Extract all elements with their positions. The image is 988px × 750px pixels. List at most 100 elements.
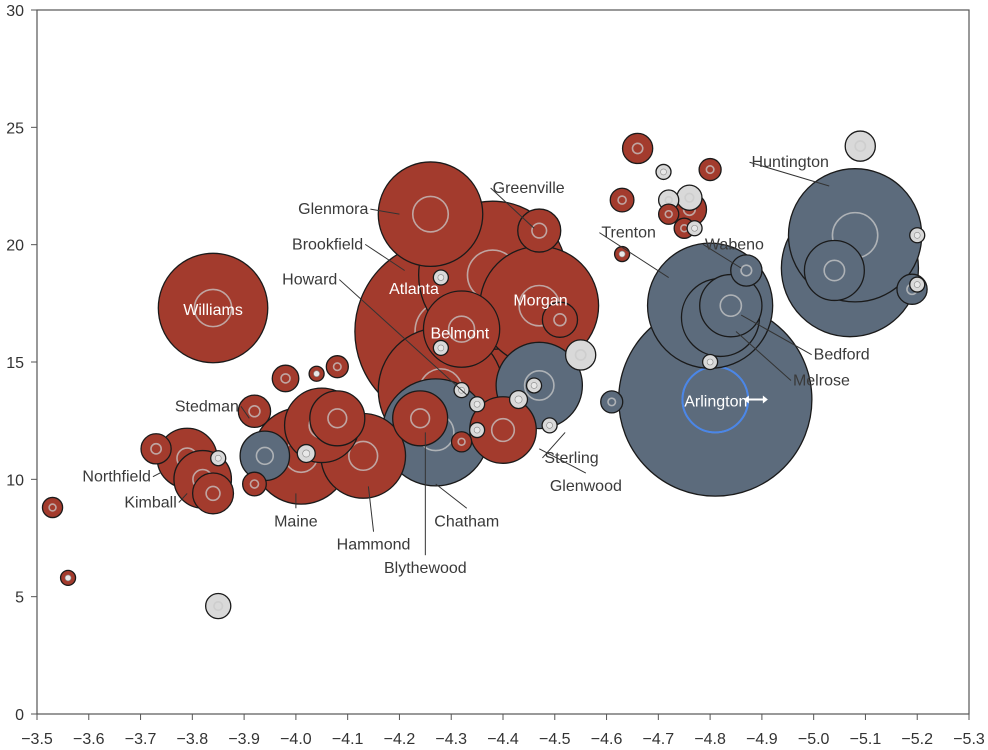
bubble-point[interactable] — [508, 389, 529, 410]
bubble-point[interactable] — [325, 355, 349, 379]
point-label: Chatham — [434, 513, 499, 530]
bubble-point[interactable] — [541, 417, 558, 434]
x-tick-label: −4.1 — [332, 731, 364, 748]
bubble-point[interactable] — [309, 390, 366, 447]
bubble-point[interactable] — [59, 569, 77, 587]
bubble-point[interactable] — [204, 592, 232, 620]
point-label: Kimball — [124, 494, 176, 511]
bubble-point[interactable] — [450, 431, 473, 453]
y-tick-label: 0 — [15, 707, 24, 724]
x-tick-label: −5.2 — [901, 731, 933, 748]
leader-line — [240, 405, 250, 419]
x-tick-label: −3.5 — [21, 731, 53, 748]
bubble-point[interactable] — [377, 161, 484, 268]
bubble-point[interactable] — [600, 390, 624, 414]
bubble-point[interactable] — [657, 203, 680, 225]
x-tick-label: −4.5 — [539, 731, 571, 748]
bubble-point[interactable] — [210, 450, 227, 467]
bubble-point[interactable] — [613, 245, 631, 263]
x-tick-label: −4.2 — [384, 731, 416, 748]
x-tick-label: −3.9 — [228, 731, 260, 748]
point-label: Glenwood — [550, 478, 622, 495]
bubble-point[interactable] — [541, 301, 579, 338]
bubble-point[interactable] — [698, 157, 722, 182]
y-tick-label: 20 — [6, 238, 24, 255]
bubble-point[interactable] — [730, 254, 763, 287]
x-tick-label: −4.7 — [643, 731, 675, 748]
leader-line — [364, 243, 405, 271]
x-tick-label: −5.3 — [953, 731, 985, 748]
y-tick-label: 15 — [6, 355, 24, 372]
bubble-point[interactable] — [41, 496, 64, 519]
resize-arrow-icon[interactable] — [743, 395, 768, 404]
bubble-point[interactable] — [271, 364, 300, 393]
bubble-point[interactable] — [844, 130, 876, 162]
point-label: Huntington — [752, 154, 829, 171]
bubble-point[interactable] — [237, 394, 272, 429]
bubble-point[interactable] — [699, 273, 763, 338]
x-tick-label: −3.6 — [73, 731, 105, 748]
plot-frame — [36, 9, 970, 715]
leader-line — [599, 232, 669, 278]
y-tick-label: 10 — [6, 472, 24, 489]
point-label: Melrose — [793, 372, 850, 389]
frame-layer — [36, 9, 970, 715]
bubble-point[interactable] — [432, 269, 450, 286]
bubble-point[interactable] — [621, 132, 654, 165]
y-tick-label: 5 — [15, 590, 24, 607]
label-layer: Greenville Glenmora Brookfield Howard Atlant… — [82, 154, 869, 577]
y-tick-label: 25 — [6, 120, 24, 137]
point-label: Brookfield — [292, 236, 363, 253]
point-label: Stedman — [175, 398, 239, 415]
x-tick-label: −4.9 — [746, 731, 778, 748]
point-label: Arlington — [684, 394, 747, 411]
point-label: Glenmora — [298, 201, 368, 218]
x-tick-label: −4.4 — [487, 731, 519, 748]
bubble-point[interactable] — [432, 339, 450, 357]
bubble-point[interactable] — [909, 276, 926, 293]
bubble-point[interactable] — [676, 184, 703, 211]
bubble-point[interactable] — [655, 163, 672, 181]
bubble-point[interactable] — [803, 239, 865, 302]
leader-line — [338, 279, 468, 396]
bubble-point[interactable] — [241, 471, 267, 497]
bubble-layer — [41, 130, 928, 620]
bubble-point[interactable] — [239, 430, 291, 482]
leader-line — [490, 187, 535, 229]
bubble-point[interactable] — [140, 433, 172, 465]
x-tick-label: −5.1 — [850, 731, 882, 748]
bubble-point[interactable] — [191, 472, 235, 515]
leader-line — [370, 208, 400, 215]
point-label: Blythewood — [384, 560, 467, 577]
leader-line — [178, 493, 188, 503]
bubble-point[interactable] — [609, 187, 635, 213]
point-label: Atlanta — [389, 281, 439, 298]
point-label: Williams — [183, 302, 243, 319]
bubble-point[interactable] — [468, 421, 486, 439]
point-label: Northfield — [82, 469, 150, 486]
bubble-point[interactable] — [564, 339, 597, 371]
bubble-point[interactable] — [909, 227, 926, 244]
bubble-point[interactable] — [686, 220, 703, 237]
x-tick-label: −4.6 — [591, 731, 623, 748]
bubble-point[interactable] — [468, 396, 486, 413]
bubble-point[interactable] — [701, 353, 719, 371]
bubble-point[interactable] — [517, 208, 562, 253]
leader-line — [749, 161, 830, 187]
point-label: Sterling — [544, 450, 598, 467]
leader-line — [702, 243, 742, 269]
x-tick-label: −3.7 — [125, 731, 157, 748]
bubble-point[interactable] — [157, 252, 269, 364]
x-tick-label: −4.3 — [435, 731, 467, 748]
bubble-point[interactable] — [525, 377, 543, 394]
bubble-point[interactable] — [308, 365, 325, 382]
point-label: Hammond — [337, 537, 411, 554]
bubble-point[interactable] — [296, 443, 316, 464]
y-tick-label: 30 — [6, 3, 24, 20]
leader-line — [367, 486, 375, 532]
bubble-point[interactable] — [392, 390, 449, 447]
leader-line — [735, 331, 792, 381]
point-label: Bedford — [814, 347, 870, 364]
leader-line — [435, 483, 468, 509]
